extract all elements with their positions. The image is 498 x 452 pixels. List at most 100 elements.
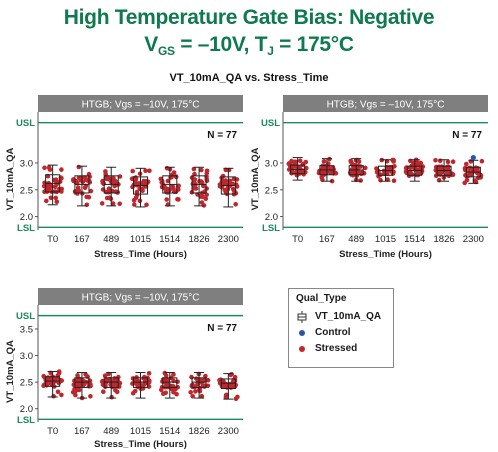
stressed-data-point	[191, 166, 197, 172]
stressed-data-point	[54, 199, 60, 205]
stressed-data-point	[378, 177, 383, 183]
x-tick-label: 2300	[463, 234, 484, 245]
stressed-data-point	[130, 168, 135, 174]
legend-label-stressed: Stressed	[315, 343, 358, 354]
panel-header-bar	[38, 95, 243, 112]
stressed-data-point	[41, 383, 46, 389]
stressed-data-point	[59, 186, 64, 192]
stressed-data-point	[141, 178, 146, 184]
stressed-data-point	[199, 167, 204, 173]
panel-header-title: HTGB; Vgs = –10V, 175°C	[82, 100, 200, 111]
stressed-data-point	[76, 387, 82, 393]
stressed-data-point	[114, 389, 120, 395]
stressed-data-point	[385, 177, 390, 182]
stressed-data-point	[464, 177, 470, 183]
stressed-data-point	[221, 379, 226, 384]
stressed-data-point	[53, 195, 58, 201]
stressed-data-point	[143, 168, 148, 173]
x-tick-label: 2300	[218, 426, 239, 437]
stressed-data-point	[102, 373, 108, 379]
stressed-data-point	[133, 175, 138, 180]
box-iqr	[220, 378, 236, 389]
stressed-data-point	[76, 164, 82, 170]
stressed-data-point	[73, 392, 78, 398]
stressed-data-point	[189, 374, 194, 380]
stressed-data-point	[474, 170, 480, 175]
y-axis-title: VT_10mA_QA	[5, 147, 16, 210]
stressed-data-point	[117, 201, 122, 207]
y-tick-label: 2.0	[20, 404, 33, 415]
stressed-data-point	[297, 165, 302, 170]
title-mid-text: = –10V, T	[174, 33, 268, 56]
x-tick-label: T0	[47, 234, 58, 245]
stressed-data-point	[190, 181, 196, 187]
stressed-data-point	[140, 386, 146, 391]
usl-label: USL	[16, 118, 35, 129]
stressed-data-point	[199, 200, 205, 205]
x-tick-label: 489	[103, 426, 119, 437]
stressed-data-point	[108, 382, 113, 387]
stressed-data-point	[204, 168, 210, 174]
stressed-data-point	[84, 194, 89, 200]
title-suffix-text: = 175°C	[273, 33, 354, 56]
legend: Qual_Type VT_10mA_QA Control Stressed	[288, 288, 394, 368]
x-tick-label: 1015	[375, 234, 396, 245]
stressed-data-point	[47, 167, 53, 172]
n-count-label: N = 77	[452, 130, 482, 141]
x-tick-label: 489	[103, 234, 119, 245]
stressed-data-point	[147, 168, 152, 174]
stressed-data-point	[173, 386, 178, 392]
stressed-data-point	[164, 189, 169, 194]
stressed-data-point	[132, 388, 138, 394]
stressed-data-point	[159, 387, 164, 393]
stressed-data-point	[192, 177, 198, 182]
stressed-data-point	[115, 377, 120, 383]
stressed-data-point	[88, 394, 93, 399]
stressed-data-point	[72, 386, 77, 392]
stressed-data-point	[137, 198, 143, 204]
chart-main-title: High Temperature Gate Bias: Negative	[63, 6, 435, 29]
stressed-data-point	[358, 178, 364, 183]
stressed-data-point	[101, 389, 106, 395]
stressed-data-point	[233, 202, 238, 207]
x-tick-label: 1514	[159, 426, 180, 437]
stressed-data-point	[59, 167, 64, 172]
x-axis-title: Stress_Time (Hours)	[94, 249, 187, 260]
stressed-data-point	[197, 385, 203, 391]
stressed-data-point	[59, 176, 64, 181]
stressed-data-point	[321, 159, 327, 164]
stressed-data-point	[190, 394, 195, 399]
x-tick-label: 167	[319, 234, 335, 245]
x-axis-title: Stress_Time (Hours)	[94, 439, 187, 450]
x-tick-label: 167	[74, 234, 90, 245]
box-iqr	[45, 376, 61, 387]
stressed-data-point	[199, 179, 204, 184]
legend-title: Qual_Type	[296, 293, 347, 304]
y-tick-label: 2.0	[265, 212, 278, 223]
stressed-data-point	[445, 159, 451, 165]
y-tick-label: 3.0	[20, 351, 33, 362]
stressed-data-point	[233, 396, 239, 402]
stressed-data-point	[450, 159, 456, 164]
stressed-data-point	[173, 174, 179, 179]
stressed-dot-icon	[299, 346, 305, 352]
stressed-data-point	[391, 178, 397, 183]
x-tick-label: 1514	[159, 234, 180, 245]
stressed-data-point	[53, 177, 59, 182]
stressed-data-point	[51, 393, 56, 399]
stressed-data-point	[134, 189, 140, 195]
y-tick-label: 2.5	[20, 185, 33, 196]
stressed-data-point	[205, 377, 211, 383]
legend-label-box: VT_10mA_QA	[315, 311, 382, 322]
control-data-point	[470, 154, 476, 161]
x-tick-label: 167	[74, 426, 90, 437]
x-tick-label: T0	[292, 234, 303, 245]
stressed-data-point	[104, 176, 110, 182]
stressed-data-point	[112, 181, 118, 187]
x-tick-label: 1826	[189, 426, 210, 437]
stressed-data-point	[171, 372, 176, 377]
stressed-data-point	[88, 188, 94, 194]
stressed-data-point	[59, 392, 64, 398]
